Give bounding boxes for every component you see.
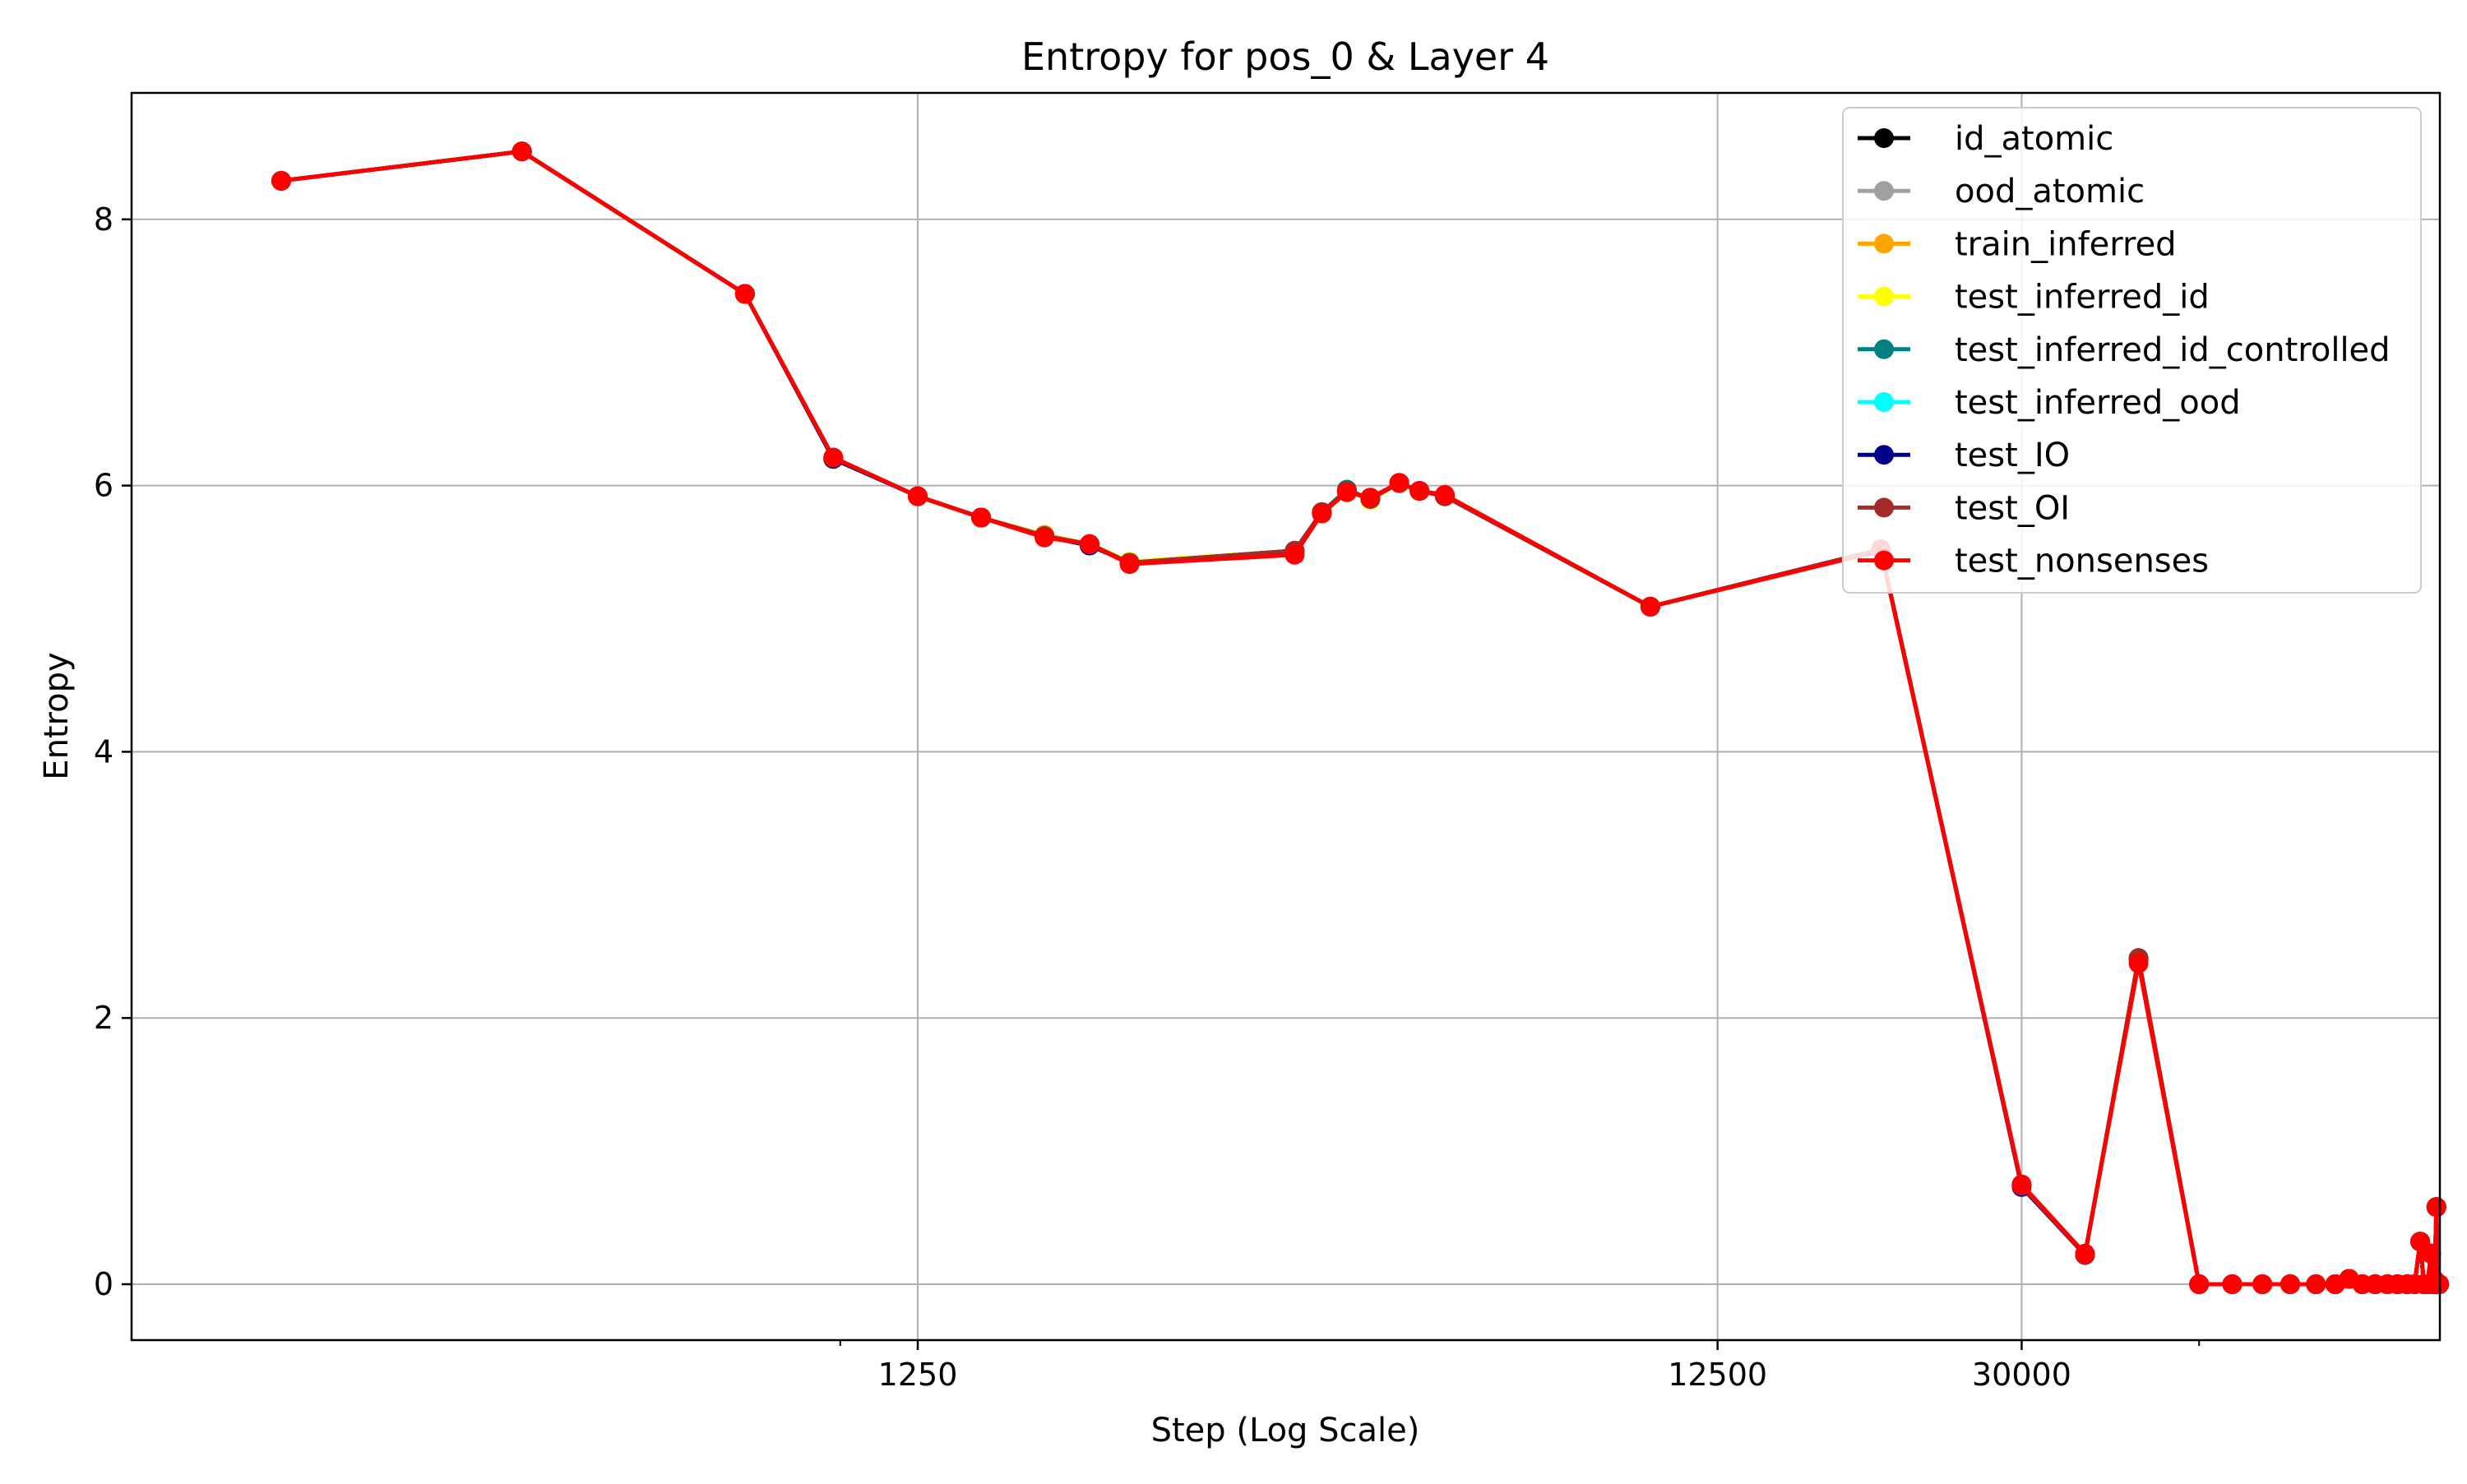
data-point: [1435, 484, 1455, 505]
x-axis-ticks: 1250 12500 30000: [839, 1340, 2201, 1393]
legend-label: test_IO: [1955, 437, 2070, 474]
data-point: [2280, 1274, 2300, 1294]
data-point: [734, 284, 755, 304]
data-point: [1119, 554, 1140, 575]
data-point: [2426, 1197, 2446, 1218]
legend-entry: train_inferred: [1858, 225, 2177, 263]
data-point: [511, 141, 532, 162]
data-series: [271, 141, 2450, 1294]
legend-entry: test_inferred_ood: [1858, 384, 2241, 422]
data-point: [2421, 1243, 2442, 1264]
data-point: [908, 486, 928, 506]
y-axis-ticks: 0 2 4 6 8: [94, 201, 132, 1302]
legend-label: test_inferred_id_controlled: [1955, 331, 2391, 369]
legend-box: [1842, 107, 2422, 594]
y-axis-label: Entropy: [38, 652, 76, 779]
data-point: [1080, 534, 1099, 554]
data-point: [2189, 1274, 2210, 1294]
y-tick-label: 0: [94, 1266, 113, 1302]
data-point: [1034, 527, 1055, 548]
data-point: [971, 507, 992, 528]
legend-swatch-marker: [1874, 286, 1894, 307]
legend-swatch-marker: [1874, 233, 1894, 254]
y-tick-label: 4: [94, 733, 113, 770]
data-point: [1312, 503, 1332, 524]
data-point: [2075, 1243, 2095, 1264]
legend-entry: test_inferred_id_controlled: [1858, 331, 2391, 369]
data-point: [1640, 596, 1660, 617]
x-tick-label: 1250: [878, 1357, 958, 1393]
data-point: [271, 170, 291, 191]
legend-label: id_atomic: [1955, 120, 2113, 158]
data-point: [2222, 1274, 2243, 1294]
data-point: [1360, 488, 1381, 508]
data-point: [2011, 1174, 2032, 1195]
data-point: [1284, 544, 1305, 565]
y-tick-label: 6: [94, 468, 113, 504]
data-point: [1389, 473, 1409, 493]
x-tick-label: 12500: [1668, 1357, 1767, 1393]
data-point: [2128, 953, 2149, 973]
x-axis-label: Step (Log Scale): [1151, 1412, 1420, 1449]
chart-title: Entropy for pos_0 & Layer 4: [1021, 35, 1549, 79]
legend-swatch-marker: [1874, 181, 1894, 201]
legend-entry: id_atomic: [1858, 120, 2113, 158]
legend-swatch-marker: [1874, 550, 1894, 571]
legend-entry: test_nonsenses: [1858, 543, 2209, 580]
plot-area-frame: [130, 91, 2442, 1342]
legend-entry: test_IO: [1858, 437, 2070, 474]
legend-swatch-marker: [1874, 392, 1894, 412]
legend: id_atomic ood_atomic train_inferred test_in…: [1842, 107, 2422, 594]
legend-swatch-marker: [1874, 445, 1894, 465]
legend-entry: test_OI: [1858, 489, 2070, 527]
y-tick-label: 8: [94, 201, 113, 238]
legend-label: ood_atomic: [1955, 173, 2145, 210]
legend-label: test_inferred_id: [1955, 279, 2210, 317]
legend-swatch-marker: [1874, 128, 1894, 148]
y-tick-label: 2: [94, 1000, 113, 1036]
legend-label: test_nonsenses: [1955, 543, 2209, 580]
series-test_nonsenses: [271, 141, 2450, 1294]
legend-swatch-marker: [1874, 497, 1894, 518]
legend-label: test_inferred_ood: [1955, 384, 2241, 422]
data-point: [1409, 481, 1430, 502]
data-point: [2306, 1274, 2326, 1294]
data-point: [1336, 482, 1357, 502]
data-point: [2252, 1274, 2273, 1294]
legend-entry: ood_atomic: [1858, 173, 2145, 210]
legend-entry: test_inferred_id: [1858, 279, 2210, 317]
data-point: [823, 447, 844, 468]
x-tick-label: 30000: [1972, 1357, 2071, 1393]
legend-swatch-marker: [1874, 339, 1894, 359]
legend-label: train_inferred: [1955, 225, 2177, 263]
legend-label: test_OI: [1955, 489, 2070, 527]
